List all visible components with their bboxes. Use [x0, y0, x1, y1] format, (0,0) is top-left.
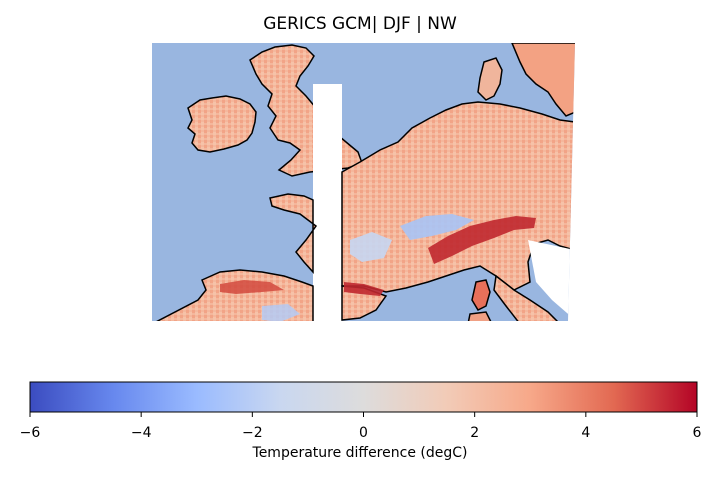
- land-ireland: [187, 95, 257, 153]
- colorbar-tickmarks: [29, 412, 698, 417]
- colorbar-label: Temperature difference (degC): [252, 445, 468, 461]
- alps-hot-band: [428, 216, 536, 264]
- pyrenees-hot-band: [344, 282, 384, 296]
- land-sardinia: [467, 311, 494, 321]
- cool-patch-south: [262, 304, 300, 321]
- map-title: GERICS GCM| DJF | NW: [263, 14, 457, 34]
- iberia-hot-band: [220, 280, 284, 294]
- cool-patch-alps: [400, 214, 474, 240]
- map-panel: [152, 43, 575, 321]
- land-denmark: [477, 57, 503, 101]
- land-italy: [493, 274, 562, 321]
- cool-patch-massif: [350, 232, 392, 262]
- land-scandinavia: [510, 43, 575, 117]
- colorbar: [29, 381, 698, 413]
- land-continental-europe: [341, 101, 575, 293]
- no-data-wedge: [528, 240, 575, 320]
- no-data-strip: [313, 84, 342, 321]
- land-corsica: [471, 279, 491, 311]
- land-brittany: [269, 193, 318, 274]
